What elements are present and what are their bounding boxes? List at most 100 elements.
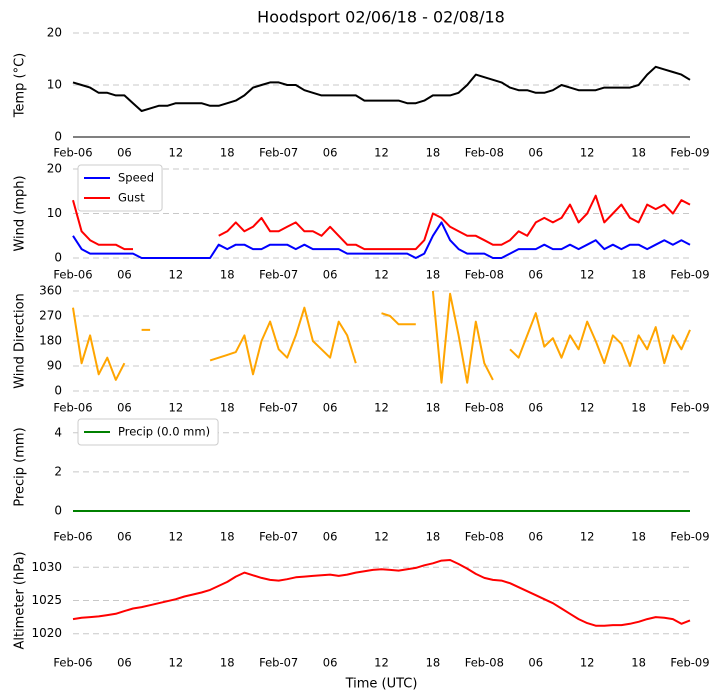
y-tick-label: 270 (39, 309, 62, 323)
x-tick-label: 06 (117, 530, 132, 544)
x-tick-label: Feb-09 (670, 401, 709, 415)
y-tick-label: 1030 (31, 560, 62, 574)
x-tick-label: 12 (169, 268, 184, 282)
x-tick-label: 18 (220, 401, 235, 415)
y-tick-label: 0 (54, 384, 62, 398)
y-tick-label: 4 (54, 425, 62, 439)
y-tick-label: 20 (47, 162, 62, 176)
x-tick-label: Feb-08 (465, 530, 504, 544)
x-tick-label: 06 (117, 146, 132, 160)
x-tick-label: 06 (323, 401, 338, 415)
x-tick-label: 12 (374, 656, 389, 670)
y-tick-label: 10 (47, 206, 62, 220)
x-tick-label: 06 (528, 656, 543, 670)
x-tick-label: Feb-07 (259, 268, 298, 282)
x-tick-label: 06 (528, 530, 543, 544)
x-tick-label: 18 (631, 268, 646, 282)
x-tick-label: Feb-09 (670, 656, 709, 670)
x-tick-label: Feb-08 (465, 656, 504, 670)
y-tick-label: 1020 (31, 626, 62, 640)
x-tick-label: Feb-06 (53, 656, 92, 670)
x-tick-label: 18 (426, 268, 441, 282)
x-tick-label: 06 (117, 656, 132, 670)
x-tick-label: 06 (117, 268, 132, 282)
x-tick-label: Feb-08 (465, 146, 504, 160)
x-tick-label: 12 (374, 268, 389, 282)
x-tick-label: 18 (631, 401, 646, 415)
legend-box (77, 418, 219, 446)
legend-label: Speed (118, 171, 154, 185)
x-tick-label: Feb-07 (259, 530, 298, 544)
x-tick-label: Feb-06 (53, 401, 92, 415)
x-tick-label: 18 (220, 656, 235, 670)
x-tick-label: 12 (169, 401, 184, 415)
x-tick-label: 12 (374, 146, 389, 160)
x-tick-label: Feb-07 (259, 401, 298, 415)
x-tick-label: 18 (426, 530, 441, 544)
x-axis-label: Time (UTC) (345, 677, 418, 692)
legend-box (77, 164, 163, 212)
legend-label: Gust (118, 191, 145, 205)
y-tick-label: 360 (39, 284, 62, 298)
x-tick-label: 06 (117, 401, 132, 415)
y-tick-label: 10 (47, 78, 62, 92)
y-axis-label: Temp (°C) (13, 53, 28, 119)
legend-label: Precip (0.0 mm) (118, 425, 210, 439)
y-axis-label: Wind (mph) (13, 175, 28, 251)
data-line (72, 221, 691, 259)
x-tick-label: 18 (631, 146, 646, 160)
y-tick-label: 180 (39, 334, 62, 348)
x-tick-label: Feb-08 (465, 401, 504, 415)
data-line (72, 559, 691, 627)
x-tick-label: 18 (220, 268, 235, 282)
y-tick-label: 90 (47, 359, 62, 373)
x-tick-label: 18 (426, 146, 441, 160)
y-tick-label: 0 (54, 504, 62, 518)
x-tick-label: Feb-06 (53, 146, 92, 160)
x-tick-label: 06 (323, 146, 338, 160)
x-tick-label: 06 (528, 401, 543, 415)
x-tick-label: 12 (580, 530, 595, 544)
x-tick-label: 12 (169, 530, 184, 544)
y-axis-label: Precip (mm) (13, 427, 28, 506)
y-tick-label: 1025 (31, 593, 62, 607)
x-tick-label: Feb-06 (53, 268, 92, 282)
x-tick-label: 12 (580, 656, 595, 670)
x-tick-label: Feb-08 (465, 268, 504, 282)
x-tick-label: 12 (580, 401, 595, 415)
x-tick-label: 12 (580, 146, 595, 160)
x-tick-label: 12 (580, 268, 595, 282)
y-tick-label: 2 (54, 464, 62, 478)
data-line (72, 194, 691, 251)
x-tick-label: 18 (426, 401, 441, 415)
y-tick-label: 0 (54, 130, 62, 144)
x-tick-label: 06 (323, 656, 338, 670)
x-tick-label: 06 (528, 146, 543, 160)
x-tick-label: 06 (323, 530, 338, 544)
y-axis-label: Altimeter (hPa) (13, 551, 28, 649)
y-tick-label: 20 (47, 26, 62, 40)
x-tick-label: Feb-09 (670, 268, 709, 282)
x-tick-label: Feb-06 (53, 530, 92, 544)
data-line (72, 65, 691, 112)
data-line (72, 290, 691, 384)
x-tick-label: 12 (169, 146, 184, 160)
x-tick-label: 12 (374, 401, 389, 415)
x-tick-label: 18 (426, 656, 441, 670)
x-tick-label: 18 (631, 530, 646, 544)
x-tick-label: 06 (528, 268, 543, 282)
x-tick-label: 18 (631, 656, 646, 670)
y-axis-label: Wind Direction (13, 293, 28, 389)
x-tick-label: 18 (220, 146, 235, 160)
figure-title: Hoodsport 02/06/18 - 02/08/18 (257, 8, 505, 27)
x-tick-label: Feb-07 (259, 146, 298, 160)
x-tick-label: 12 (374, 530, 389, 544)
x-tick-label: 06 (323, 268, 338, 282)
legend: Precip (0.0 mm) (77, 418, 219, 446)
x-tick-label: 18 (220, 530, 235, 544)
x-tick-label: Feb-09 (670, 530, 709, 544)
legend: Speed Gust (77, 164, 163, 212)
x-tick-label: Feb-07 (259, 656, 298, 670)
x-tick-label: Feb-09 (670, 146, 709, 160)
